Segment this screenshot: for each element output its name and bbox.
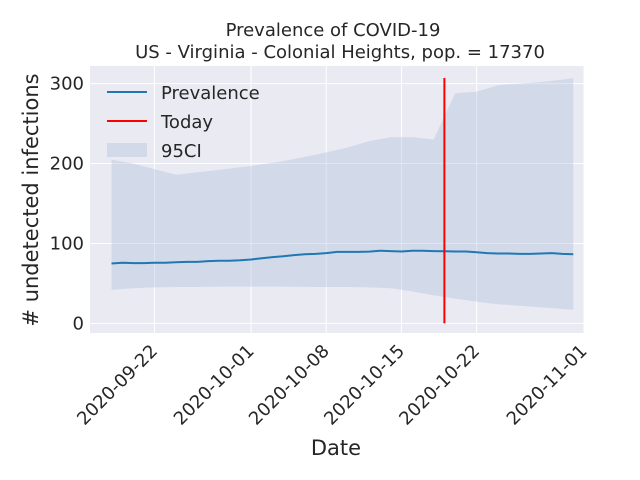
legend: Prevalence Today 95CI: [107, 83, 260, 162]
series-line-layer: [111, 249, 574, 265]
legend-label-today: Today: [160, 112, 213, 133]
x-tick-label: 2020-10-22: [395, 341, 484, 430]
y-gridlines: [90, 83, 584, 324]
prevalence-line: [111, 249, 574, 265]
plot-area: [90, 66, 584, 333]
x-axis-label: Date: [311, 436, 361, 460]
legend-swatch-95ci: [107, 143, 147, 157]
y-tick-labels: 0 100 200 300: [50, 74, 84, 335]
chart-subtitle: US - Virginia - Colonial Heights, pop. =…: [135, 42, 545, 63]
y-tick-label: 200: [50, 154, 84, 175]
y-axis-label: # undetected infections: [19, 73, 43, 326]
legend-label-prevalence: Prevalence: [161, 83, 260, 104]
x-tick-labels: 2020-09-22 2020-10-012020-10-082020-10-15…: [73, 341, 591, 430]
y-tick-label: 0: [73, 313, 84, 334]
y-tick-label: 100: [50, 233, 84, 254]
x-tick-label: 2020-11-01: [503, 341, 592, 430]
x-gridlines: [153, 66, 585, 333]
legend-label-95ci: 95CI: [161, 141, 202, 162]
x-tick-label: 2020-09-22: [73, 341, 162, 430]
chart-title: Prevalence of COVID-19: [226, 20, 441, 41]
y-tick-label: 300: [50, 74, 84, 95]
